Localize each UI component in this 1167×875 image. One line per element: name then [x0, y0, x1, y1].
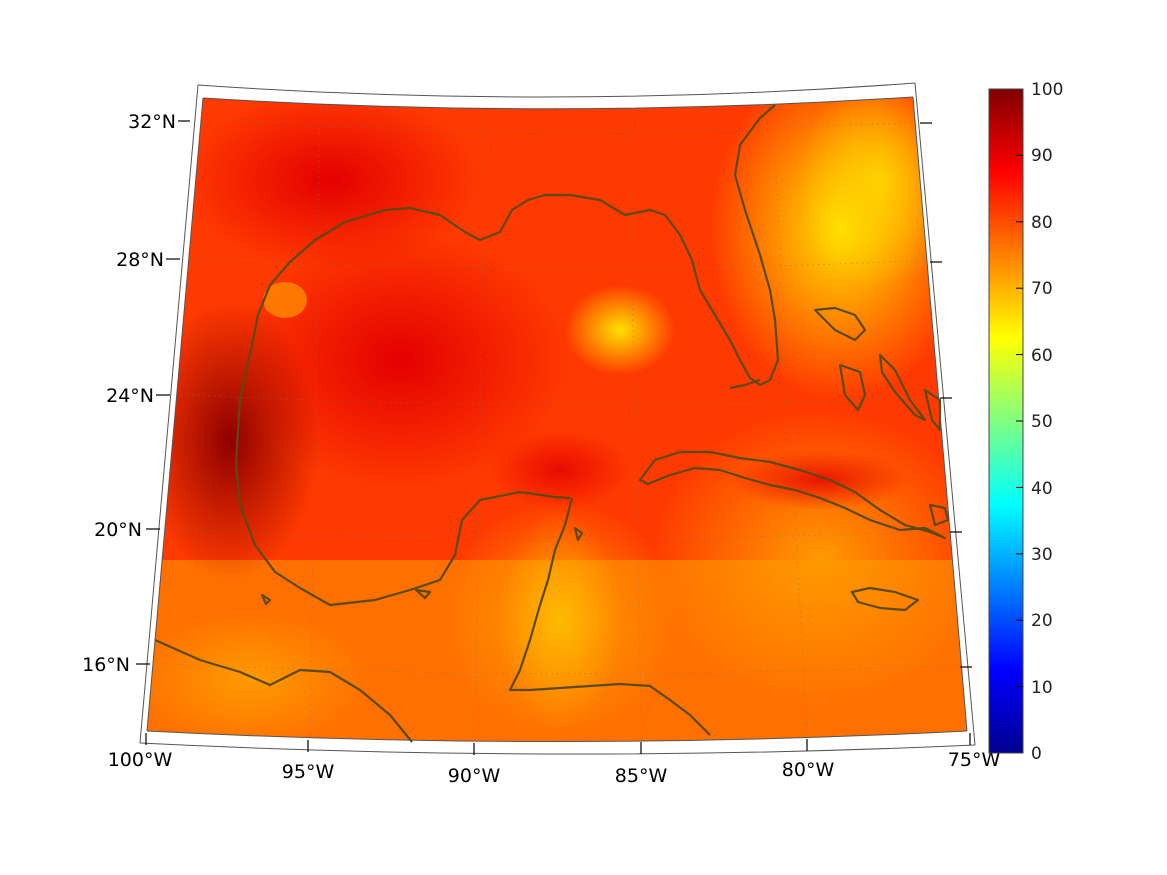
coastline: [154, 104, 950, 743]
colorbar-tick-label: 80: [1031, 213, 1053, 233]
lon-tick-label: 80°W: [782, 759, 835, 781]
lon-tick-label: 90°W: [448, 765, 501, 787]
colorbar-tick-label: 10: [1031, 678, 1053, 698]
colorbar: 100 90 80 70 60 50 40 30 20 10 0: [988, 80, 1063, 764]
colorbar-tick-label: 50: [1031, 412, 1053, 432]
colorbar-tick-label: 60: [1031, 346, 1053, 366]
colorbar-tick-label: 30: [1031, 545, 1053, 565]
map-frame: [139, 82, 976, 755]
lat-tick-label: 28°N: [116, 249, 164, 271]
colorbar-tick-label: 70: [1031, 279, 1053, 299]
lon-labels: 100°W 95°W 90°W 85°W 80°W 75°W: [108, 749, 1001, 787]
lat-labels: 32°N 28°N 24°N 20°N 16°N: [82, 111, 176, 676]
lat-tick-label: 24°N: [106, 385, 154, 407]
lat-tick-label: 20°N: [94, 519, 142, 541]
lat-tick-label: 16°N: [82, 654, 130, 676]
lon-tick-label: 95°W: [282, 761, 335, 783]
colorbar-tick-label: 90: [1031, 146, 1053, 166]
lon-tick-label: 75°W: [948, 749, 1001, 771]
colorbar-tick-label: 40: [1031, 479, 1053, 499]
colorbar-tick-label: 0: [1031, 744, 1042, 764]
lon-tick-label: 100°W: [108, 749, 173, 771]
lat-tick-label: 32°N: [128, 111, 176, 133]
lon-tick-label: 85°W: [615, 765, 668, 787]
frame-ticks: [136, 120, 972, 755]
colorbar-ticks: [1016, 154, 1023, 688]
colorbar-tick-label: 20: [1031, 611, 1053, 631]
graticule: [149, 99, 964, 742]
colorbar-tick-label: 100: [1031, 80, 1063, 100]
data-field: [147, 97, 967, 742]
